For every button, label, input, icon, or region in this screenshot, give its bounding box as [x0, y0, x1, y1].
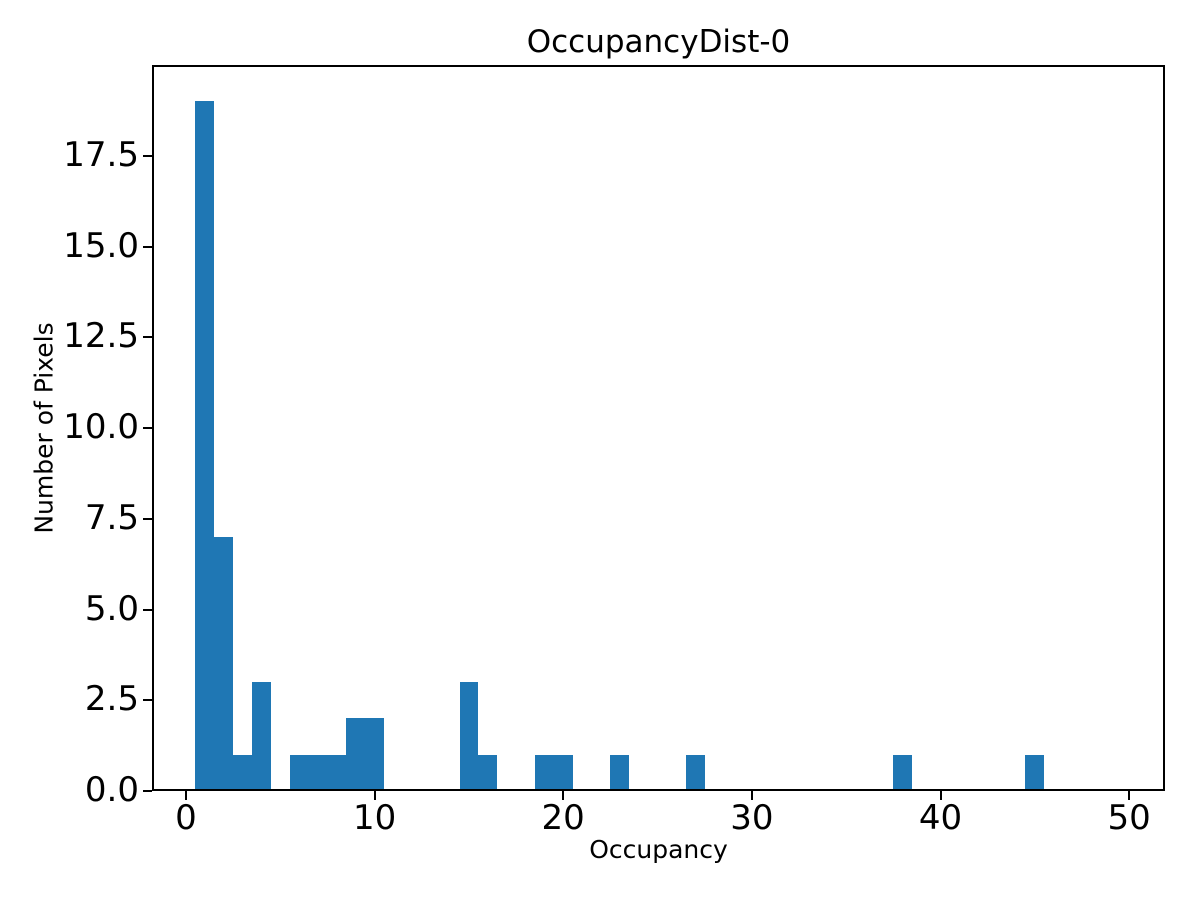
x-axis-tick [1128, 791, 1131, 800]
histogram-bar [365, 718, 385, 791]
y-axis-tick [143, 608, 152, 611]
chart-title: OccupancyDist-0 [526, 24, 791, 60]
y-axis-tick-label: 12.5 [63, 316, 139, 357]
y-axis-tick-label: 0.0 [84, 770, 139, 811]
histogram-bar [610, 754, 630, 791]
x-axis-tick-label: 30 [730, 798, 774, 838]
histogram-bar [685, 754, 705, 791]
y-axis-tick-label: 15.0 [63, 225, 139, 266]
y-axis-tick-label: 7.5 [84, 497, 139, 538]
x-axis-tick [562, 791, 565, 800]
histogram-bar [195, 101, 215, 791]
x-axis-tick-label: 0 [175, 798, 197, 838]
x-axis-tick-label: 10 [352, 798, 397, 838]
histogram-bar [478, 754, 498, 791]
y-axis-tick [143, 336, 152, 339]
y-axis-tick [143, 517, 152, 520]
x-axis-tick [750, 791, 753, 800]
histogram-bar [327, 754, 347, 791]
x-axis-tick [373, 791, 376, 800]
x-axis-label: Occupancy [589, 835, 728, 864]
histogram-bar [214, 536, 234, 791]
histogram-bar [289, 754, 309, 791]
y-axis-tick-label: 5.0 [84, 588, 139, 629]
histogram-bar [459, 682, 479, 791]
y-axis-tick [143, 427, 152, 429]
histogram-bar [893, 754, 913, 791]
x-axis-tick [939, 791, 942, 800]
y-axis-tick [143, 245, 152, 248]
histogram-bar [252, 682, 271, 791]
histogram-bar [308, 754, 328, 791]
y-axis-tick [143, 790, 152, 792]
x-axis-tick-label: 20 [541, 798, 585, 838]
histogram-bar [553, 754, 573, 791]
y-axis-tick [143, 699, 152, 702]
y-axis-tick-label: 17.5 [63, 134, 139, 175]
x-axis-tick [185, 791, 187, 800]
x-axis-tick-label: 40 [918, 798, 963, 838]
x-axis-tick-label: 50 [1107, 798, 1151, 838]
y-axis-tick-label: 2.5 [84, 679, 139, 720]
y-axis-tick [143, 154, 152, 157]
histogram-bar [233, 754, 252, 791]
histogram-bar [346, 718, 366, 791]
y-axis-tick-label: 10.0 [63, 407, 139, 448]
histogram-bar [1025, 754, 1045, 791]
plot-area [152, 65, 1165, 791]
histogram-bar [534, 754, 554, 791]
